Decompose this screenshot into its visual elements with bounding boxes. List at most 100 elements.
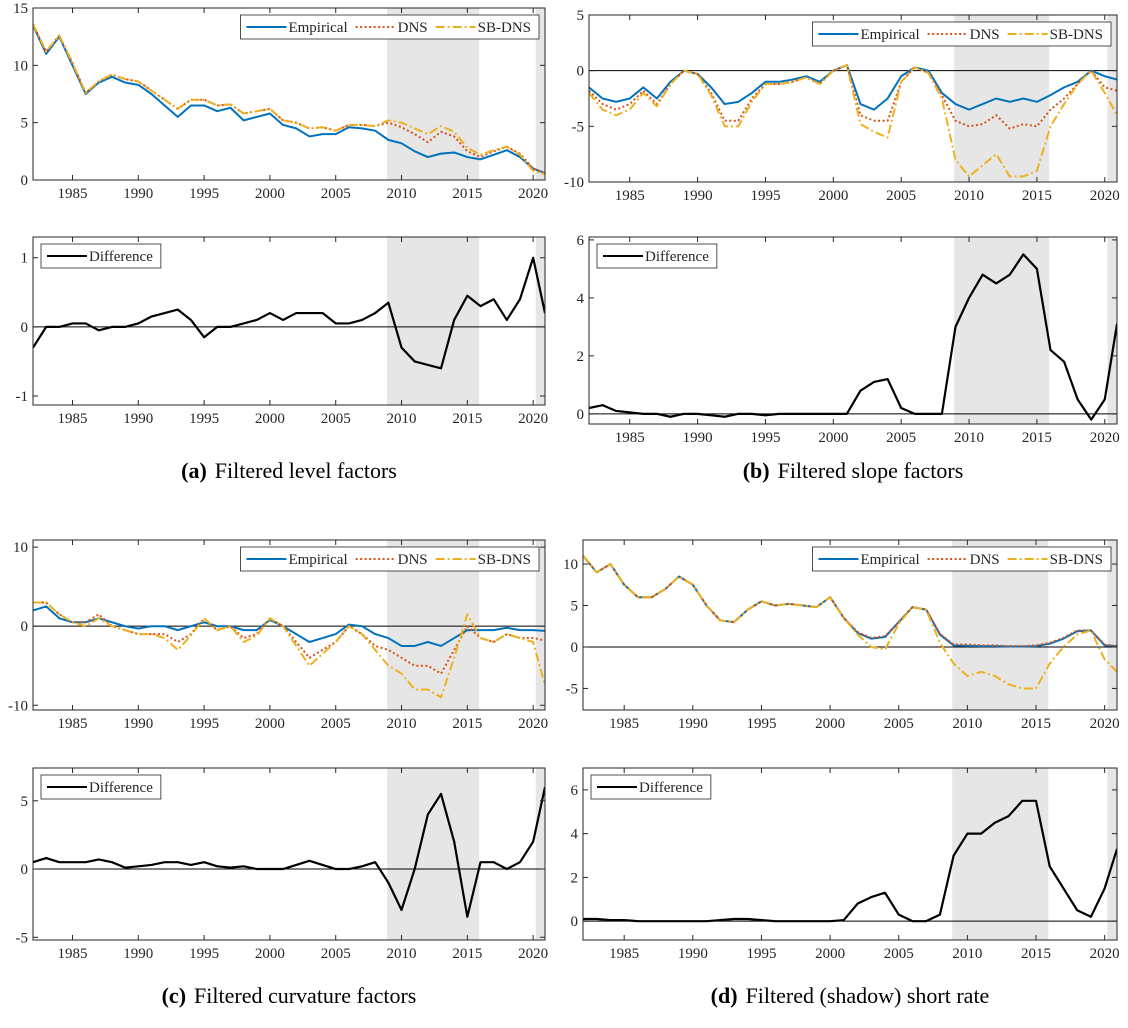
x-tick-label: 2010 (387, 186, 417, 202)
series-line (33, 256, 545, 370)
x-tick-label: 2015 (452, 946, 482, 962)
y-tick-label: 0 (577, 407, 585, 423)
x-tick-label: 2010 (387, 946, 417, 962)
y-tick-label: -10 (8, 698, 28, 714)
y-tick-label: 15 (13, 1, 28, 17)
x-tick-label: 2015 (1022, 188, 1052, 204)
y-tick-label: 0 (21, 862, 29, 878)
legend-label: Empirical (860, 27, 919, 43)
y-tick-label: 5 (21, 116, 29, 132)
x-tick-label: 2010 (954, 430, 984, 446)
y-tick-label: -1 (16, 389, 29, 405)
series-line (33, 601, 545, 699)
panel: 1985 1990 1995 2000 2005 2010 2015 2020 -1 0 1 Diff… (16, 236, 548, 483)
axes-box (588, 236, 1118, 425)
y-tick-label: 5 (577, 8, 585, 24)
caption: (a) Filtered level factors (181, 458, 397, 483)
x-tick-label: 2000 (815, 946, 845, 962)
plot-area (33, 237, 545, 405)
x-tick-label: 1990 (683, 430, 713, 446)
series-line (583, 555, 1117, 690)
x-tick-label: 2020 (1090, 946, 1120, 962)
y-tick-label: 0 (21, 619, 29, 635)
y-tick-label: 6 (571, 783, 579, 799)
y-tick-label: 5 (21, 794, 29, 810)
x-tick-label: 1990 (123, 411, 153, 427)
series-line (583, 799, 1117, 923)
panel: 1985 1990 1995 2000 2005 2010 2015 2020 -5 0 5 Diff… (16, 767, 548, 1008)
x-tick-label: 2000 (818, 188, 848, 204)
legend-label: SB-DNS (1050, 27, 1103, 43)
x-tick-label: 1985 (615, 188, 645, 204)
x-tick-label: 2005 (321, 411, 351, 427)
x-tick-label: 1985 (615, 430, 645, 446)
y-tick-label: 10 (563, 557, 578, 573)
y-tick-label: 10 (13, 58, 28, 74)
legend-label: Difference (639, 780, 703, 796)
axes-box (32, 767, 546, 941)
x-tick-label: 2000 (818, 430, 848, 446)
y-tick-label: 0 (571, 914, 579, 930)
x-tick-label: 2020 (518, 411, 548, 427)
legend-box (812, 21, 1112, 47)
legend-label: Difference (645, 249, 709, 265)
x-tick-label: 1990 (123, 716, 153, 732)
axes-box (582, 539, 1118, 711)
legend-label: Empirical (288, 20, 347, 36)
x-tick-label: 2005 (884, 946, 914, 962)
legend-label: Difference (89, 780, 153, 796)
x-tick-label: 1995 (189, 186, 219, 202)
x-tick-label: 2000 (255, 716, 285, 732)
caption-label: (b) (743, 458, 770, 483)
shaded-period (952, 768, 1049, 940)
shaded-period (535, 8, 545, 180)
y-tick-label: 4 (571, 827, 579, 843)
legend-label: SB-DNS (1050, 552, 1103, 568)
x-tick-label: 2015 (452, 411, 482, 427)
series-line (589, 64, 1117, 178)
caption: (c) Filtered curvature factors (162, 983, 417, 1008)
x-tick-label: 1995 (189, 716, 219, 732)
series-line (583, 555, 1117, 648)
shaded-period (535, 237, 545, 405)
x-tick-label: 2010 (952, 716, 982, 732)
y-tick-label: 5 (571, 599, 579, 615)
shaded-period (1107, 15, 1117, 182)
caption: (b) Filtered slope factors (743, 458, 964, 483)
x-tick-label: 1985 (609, 716, 639, 732)
legend-label: DNS (398, 552, 428, 568)
series-line (33, 786, 545, 918)
y-tick-label: -5 (16, 930, 29, 946)
x-tick-label: 1985 (57, 411, 87, 427)
caption-text: Filtered curvature factors (194, 983, 416, 1008)
x-tick-label: 1990 (123, 946, 153, 962)
x-tick-label: 2015 (1022, 430, 1052, 446)
x-tick-label: 1995 (189, 411, 219, 427)
x-tick-label: 2005 (321, 186, 351, 202)
legend-label: Empirical (288, 552, 347, 568)
panel: 1985 1990 1995 2000 2005 2010 2015 2020 -5 0 5 10 Em… (563, 539, 1120, 732)
plot-area (589, 237, 1117, 424)
legend-label: Difference (89, 249, 153, 265)
x-tick-label: 1995 (189, 946, 219, 962)
x-tick-label: 1990 (123, 186, 153, 202)
shaded-period (387, 768, 480, 940)
shaded-period (1107, 768, 1117, 940)
legend: Difference (590, 774, 712, 800)
x-tick-label: 2005 (321, 716, 351, 732)
x-tick-label: 2010 (387, 411, 417, 427)
y-tick-label: 4 (577, 291, 585, 307)
panel: 1985 1990 1995 2000 2005 2010 2015 2020 0 5 10 15 Em… (13, 1, 548, 202)
legend: Empirical DNS SB-DNS (240, 14, 540, 40)
x-tick-label: 2005 (886, 188, 916, 204)
y-tick-label: 2 (577, 349, 585, 365)
x-tick-label: 2005 (884, 716, 914, 732)
x-tick-label: 1990 (678, 946, 708, 962)
x-tick-label: 2005 (886, 430, 916, 446)
x-tick-label: 1990 (678, 716, 708, 732)
legend: Empirical DNS SB-DNS (812, 21, 1112, 47)
x-tick-label: 2010 (954, 188, 984, 204)
shaded-period (535, 768, 545, 940)
x-tick-label: 2020 (518, 716, 548, 732)
legend-box (812, 546, 1112, 572)
